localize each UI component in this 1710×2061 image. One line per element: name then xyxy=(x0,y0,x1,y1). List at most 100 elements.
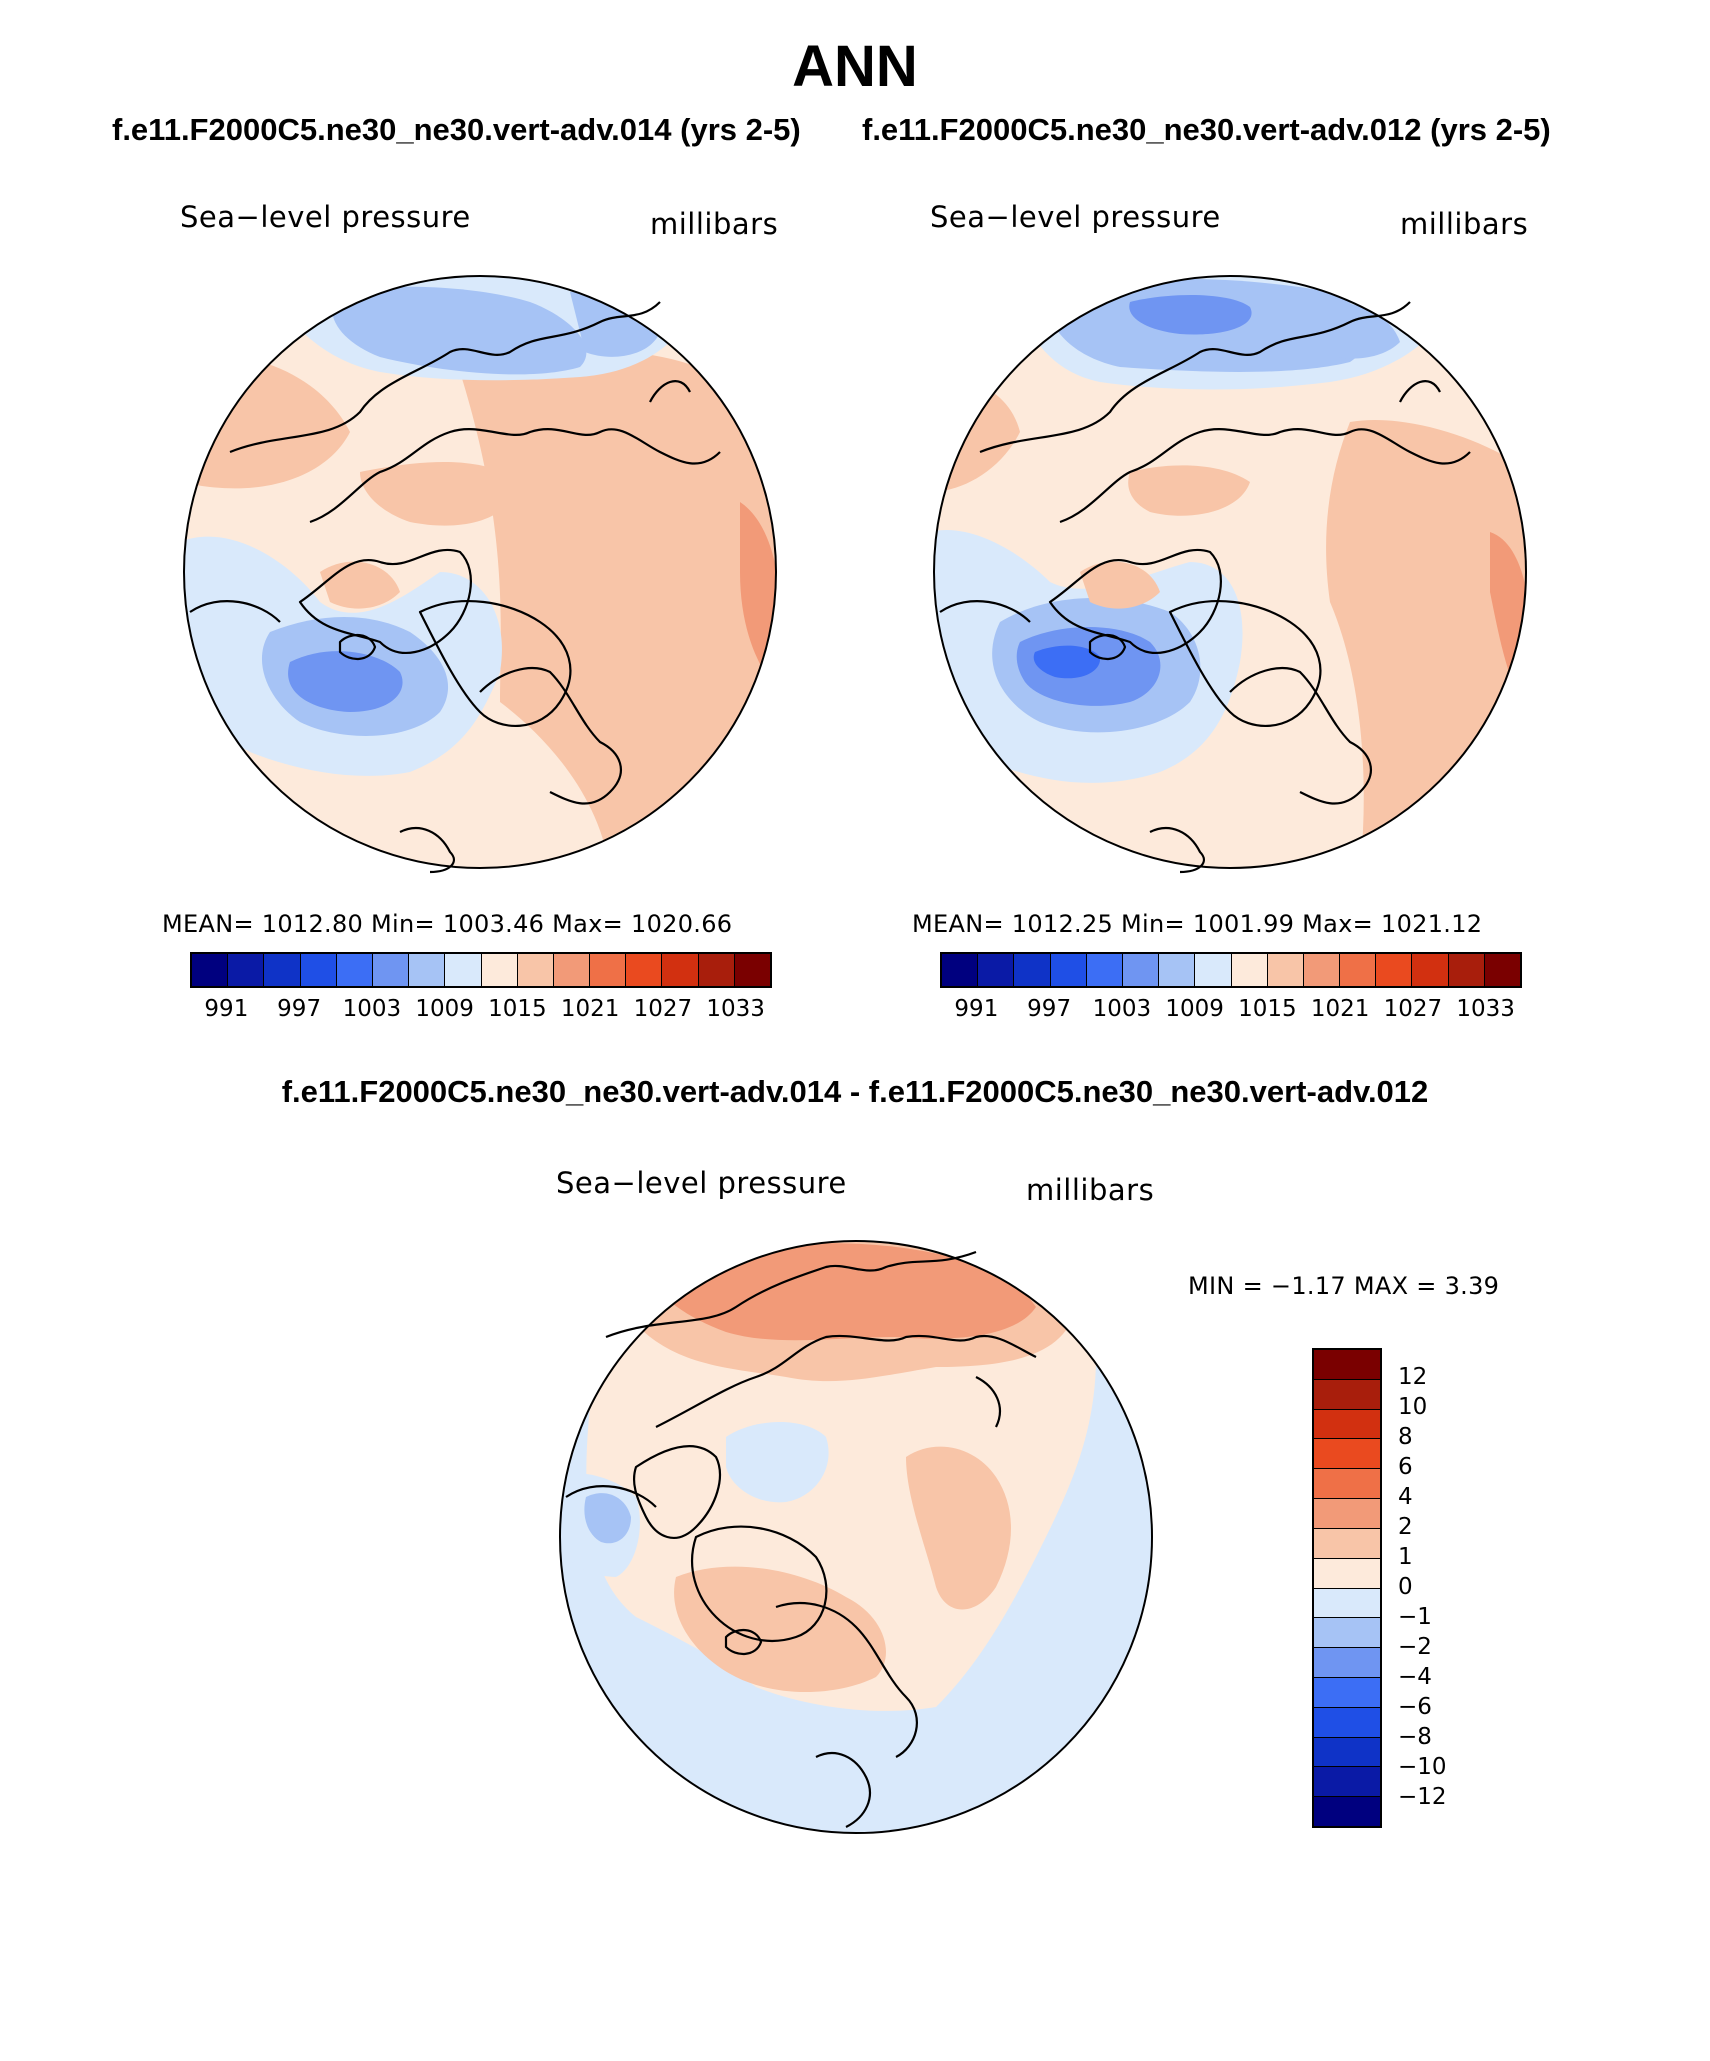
panel1-units-label: millibars xyxy=(650,207,779,241)
colorbar-tick-label: −12 xyxy=(1398,1784,1447,1810)
diff-contour-salmon-south xyxy=(674,1566,886,1692)
colorbar-segment xyxy=(1014,954,1051,986)
colorbar-segment xyxy=(1195,954,1232,986)
colorbar-tick-label: −1 xyxy=(1398,1604,1432,1630)
colorbar-segment xyxy=(942,954,979,986)
colorbar-segment xyxy=(1448,954,1485,986)
colorbar-segment xyxy=(1122,954,1160,986)
colorbar-segment xyxy=(1340,954,1377,986)
colorbar-tick-label: 1 xyxy=(1398,1544,1413,1570)
panel2-variable-label: Sea−level pressure xyxy=(930,200,1221,234)
colorbar-segment xyxy=(1314,1767,1380,1798)
colorbar-segment xyxy=(1314,1528,1380,1559)
colorbar-segment xyxy=(481,954,518,986)
diff-colorbar xyxy=(1312,1348,1382,1828)
diff-variable-label: Sea−level pressure xyxy=(556,1166,847,1200)
figure-title: ANN xyxy=(792,34,918,99)
colorbar-segment xyxy=(734,954,770,986)
colorbar-tick-label: 991 xyxy=(204,996,249,1022)
colorbar-segment xyxy=(1314,1618,1380,1649)
colorbar-tick-label: 1033 xyxy=(1456,996,1515,1022)
diff-contour-paleblue-center xyxy=(726,1422,829,1503)
difference-title: f.e11.F2000C5.ne30_ne30.vert-adv.014 - f… xyxy=(281,1074,1429,1109)
colorbar-segment xyxy=(553,954,591,986)
panel2-units-label: millibars xyxy=(1400,207,1529,241)
panel1-stats: MEAN= 1012.80 Min= 1003.46 Max= 1020.66 xyxy=(162,910,733,938)
colorbar-segment xyxy=(1159,954,1196,986)
colorbar-tick-label: −4 xyxy=(1398,1664,1432,1690)
colorbar-segment xyxy=(445,954,482,986)
panel1-contour-salmon-east xyxy=(460,350,776,868)
panel1-contour-salmon-center xyxy=(360,462,520,526)
diff-contour-salmon-east xyxy=(906,1446,1011,1610)
colorbar-tick-label: 1033 xyxy=(706,996,765,1022)
colorbar-segment xyxy=(300,954,337,986)
colorbar-segment xyxy=(1267,954,1304,986)
diff-coastlines xyxy=(565,1250,1037,1828)
colorbar-tick-label: 6 xyxy=(1398,1454,1413,1480)
colorbar-tick-label: 2 xyxy=(1398,1514,1413,1540)
panel1-colorbar xyxy=(190,952,772,988)
colorbar-segment xyxy=(1314,1558,1380,1589)
panel2-contour-salmon-greenland xyxy=(1080,561,1160,609)
panel2-polar-map xyxy=(933,275,1527,874)
colorbar-segment xyxy=(590,954,627,986)
panel1-polar-map xyxy=(183,275,777,874)
colorbar-segment xyxy=(1314,1439,1380,1470)
panel1-contour-midblue-iceland xyxy=(288,651,403,712)
colorbar-tick-label: 1015 xyxy=(1238,996,1297,1022)
colorbar-segment xyxy=(1050,954,1087,986)
panel2-contour-lightblue-northeast xyxy=(1310,301,1400,359)
colorbar-segment xyxy=(1376,954,1413,986)
colorbar-tick-label: 1015 xyxy=(488,996,547,1022)
colorbar-segment xyxy=(1314,1499,1380,1529)
colorbar-segment xyxy=(192,954,229,986)
diff-contour-lightblue-west xyxy=(584,1493,631,1544)
colorbar-tick-label: 1003 xyxy=(1092,996,1152,1022)
colorbar-tick-label: −10 xyxy=(1398,1754,1447,1780)
colorbar-segment xyxy=(1086,954,1123,986)
panel2-contour-salmon-center xyxy=(1128,465,1250,516)
colorbar-segment xyxy=(1314,1588,1380,1619)
colorbar-tick-label: 1009 xyxy=(415,996,474,1022)
colorbar-tick-label: 8 xyxy=(1398,1424,1413,1450)
colorbar-tick-label: 1009 xyxy=(1165,996,1224,1022)
colorbar-segment xyxy=(264,954,301,986)
diff-polar-map xyxy=(559,1240,1153,1834)
colorbar-tick-label: 1021 xyxy=(1310,996,1370,1022)
colorbar-segment xyxy=(1314,1737,1380,1768)
panel2-stats: MEAN= 1012.25 Min= 1001.99 Max= 1021.12 xyxy=(912,910,1483,938)
colorbar-segment xyxy=(517,954,554,986)
diff-contour-orange-north xyxy=(646,1243,1036,1341)
colorbar-tick-label: 991 xyxy=(954,996,999,1022)
colorbar-segment xyxy=(1314,1409,1380,1440)
colorbar-segment xyxy=(1412,954,1449,986)
colorbar-segment xyxy=(1314,1469,1380,1500)
panel1-coastlines xyxy=(189,301,721,874)
colorbar-tick-label: 1027 xyxy=(1383,996,1443,1022)
colorbar-segment xyxy=(228,954,265,986)
colorbar-segment xyxy=(1314,1350,1380,1380)
colorbar-tick-label: −2 xyxy=(1398,1634,1432,1660)
diff-stats: MIN = −1.17 MAX = 3.39 xyxy=(1188,1272,1500,1300)
colorbar-segment xyxy=(1314,1677,1380,1708)
panel1-variable-label: Sea−level pressure xyxy=(180,200,471,234)
colorbar-segment xyxy=(1314,1707,1380,1738)
colorbar-segment xyxy=(698,954,735,986)
panel1-contour-lightblue-north xyxy=(332,286,587,375)
diff-units-label: millibars xyxy=(1026,1173,1155,1207)
subtitle-left: f.e11.F2000C5.ne30_ne30.vert-adv.014 (yr… xyxy=(112,112,801,147)
colorbar-tick-label: −8 xyxy=(1398,1724,1432,1750)
panel1-contour-salmon-greenland xyxy=(320,561,400,609)
colorbar-segment xyxy=(409,954,446,986)
colorbar-segment xyxy=(1484,954,1520,986)
colorbar-segment xyxy=(626,954,663,986)
colorbar-segment xyxy=(662,954,699,986)
colorbar-segment xyxy=(1314,1379,1380,1410)
colorbar-tick-label: 12 xyxy=(1398,1364,1428,1390)
colorbar-tick-label: 4 xyxy=(1398,1484,1413,1510)
panel2-coastlines xyxy=(939,301,1471,874)
colorbar-tick-label: 1021 xyxy=(560,996,620,1022)
panel2-colorbar xyxy=(940,952,1522,988)
colorbar-segment xyxy=(1314,1797,1380,1826)
